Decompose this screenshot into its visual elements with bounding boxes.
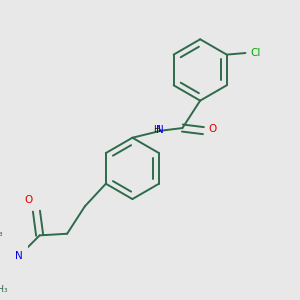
Text: Cl: Cl <box>250 48 261 58</box>
Text: CH₃: CH₃ <box>0 229 3 238</box>
Text: N: N <box>15 251 22 261</box>
Text: O: O <box>208 124 217 134</box>
Text: H: H <box>153 125 160 134</box>
Text: CH₃: CH₃ <box>0 285 8 294</box>
Text: N: N <box>156 125 164 135</box>
Text: O: O <box>24 195 32 205</box>
